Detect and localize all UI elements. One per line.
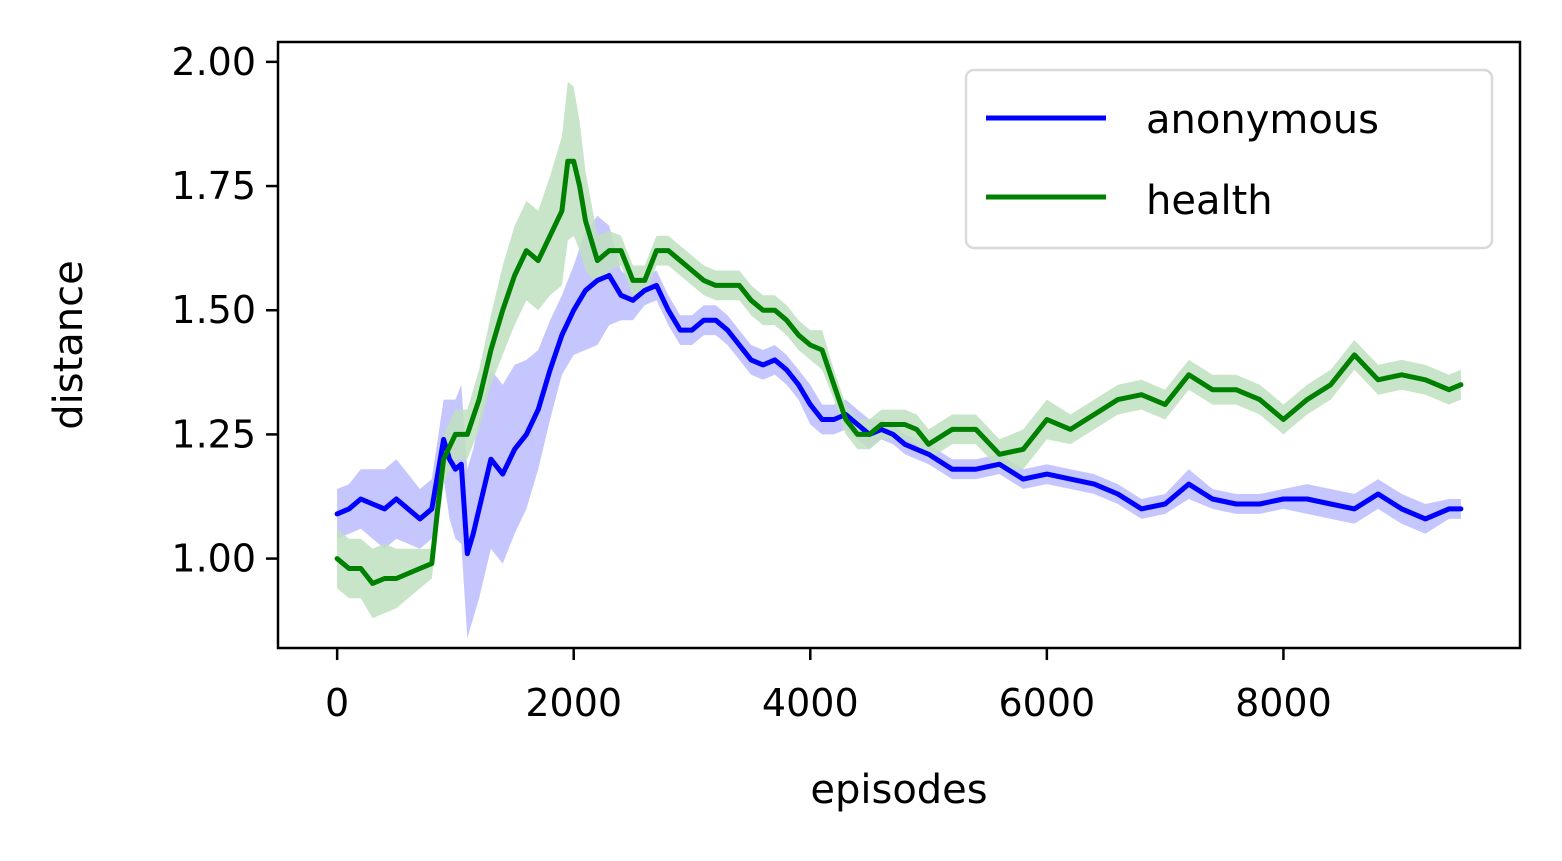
legend-label-anonymous: anonymous [1146,97,1379,143]
plot-frame [276,40,1522,650]
x-axis-ticks: 0 2000 4000 6000 8000 [325,648,1332,725]
legend-label-health: health [1146,178,1273,224]
x-tick-label: 0 [325,681,349,725]
x-tick-label: 4000 [762,681,859,725]
y-tick-label: 2.00 [171,40,256,84]
y-tick-label: 1.25 [171,412,256,456]
y-axis-label: distance [46,260,92,430]
y-axis-ticks: 1.00 1.25 1.50 1.75 2.00 [171,40,278,581]
line-health [334,158,1464,586]
x-tick-label: 2000 [525,681,622,725]
y-tick-label: 1.00 [171,537,256,581]
y-tick-label: 1.75 [171,164,256,208]
y-tick-label: 1.50 [171,288,256,332]
x-axis-label: episodes [810,767,987,813]
legend: anonymous health [964,68,1494,250]
series-lines [334,158,1464,586]
legend-box [964,68,1494,250]
line-anonymous [334,273,1464,557]
x-tick-label: 8000 [1235,681,1332,725]
x-tick-label: 6000 [998,681,1095,725]
